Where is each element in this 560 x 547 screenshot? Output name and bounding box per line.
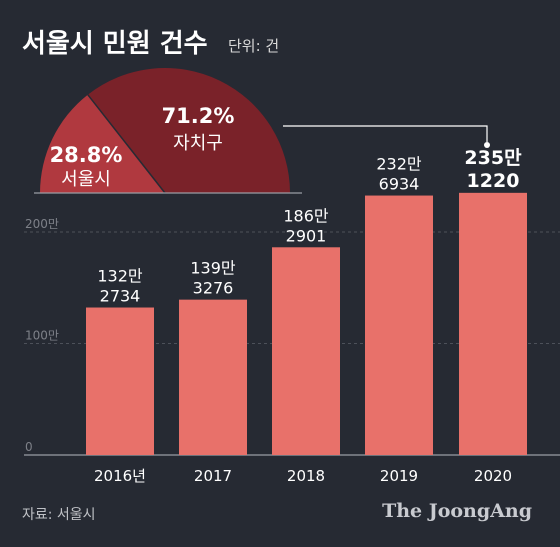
bar: [272, 247, 340, 455]
y-tick-label: 200만: [25, 217, 59, 231]
bar: [459, 192, 527, 455]
connector-dot: [484, 142, 490, 148]
bar: [179, 299, 247, 455]
x-tick-label: 2019: [380, 467, 418, 485]
bar-value-label: 232만: [376, 155, 422, 174]
bar-value-label: 2901: [286, 226, 327, 245]
x-tick-label: 2017: [194, 467, 232, 485]
bar-value-label: 3276: [193, 279, 234, 298]
pie-category-label: 자치구: [173, 133, 223, 154]
unit-label: 단위: 건: [228, 37, 279, 55]
pie-percent-label: 71.2%: [162, 104, 235, 128]
y-tick-label: 0: [25, 440, 33, 454]
bar-value-label: 2734: [100, 287, 141, 306]
connector-line: [283, 125, 488, 142]
brand-logo: The JoongAng: [382, 500, 532, 522]
bar: [86, 307, 154, 455]
bar: [365, 195, 433, 455]
pie-divider: [87, 94, 166, 194]
source-label: 자료: 서울시: [22, 507, 96, 523]
bar-value-label: 139만: [190, 259, 236, 278]
bar-value-label: 132만: [97, 267, 143, 286]
y-tick-label: 100만: [25, 329, 59, 343]
x-tick-label: 2016년: [94, 467, 146, 485]
pie-slice: [40, 94, 165, 193]
pie-slice: [87, 67, 290, 193]
pie-category-label: 서울시: [61, 169, 111, 190]
bar-value-label: 6934: [379, 175, 420, 194]
bar-value-label: 1220: [467, 170, 520, 192]
pie-percent-label: 28.8%: [50, 143, 123, 167]
bar-value-label: 235만: [464, 147, 522, 169]
chart-title: 서울시 민원 건수: [22, 29, 208, 59]
bar-value-label: 186만: [283, 206, 329, 225]
half-pie: 28.8%서울시 71.2% 자치구: [34, 67, 490, 194]
x-tick-label: 2018: [287, 467, 325, 485]
x-tick-label: 2020: [474, 467, 512, 485]
